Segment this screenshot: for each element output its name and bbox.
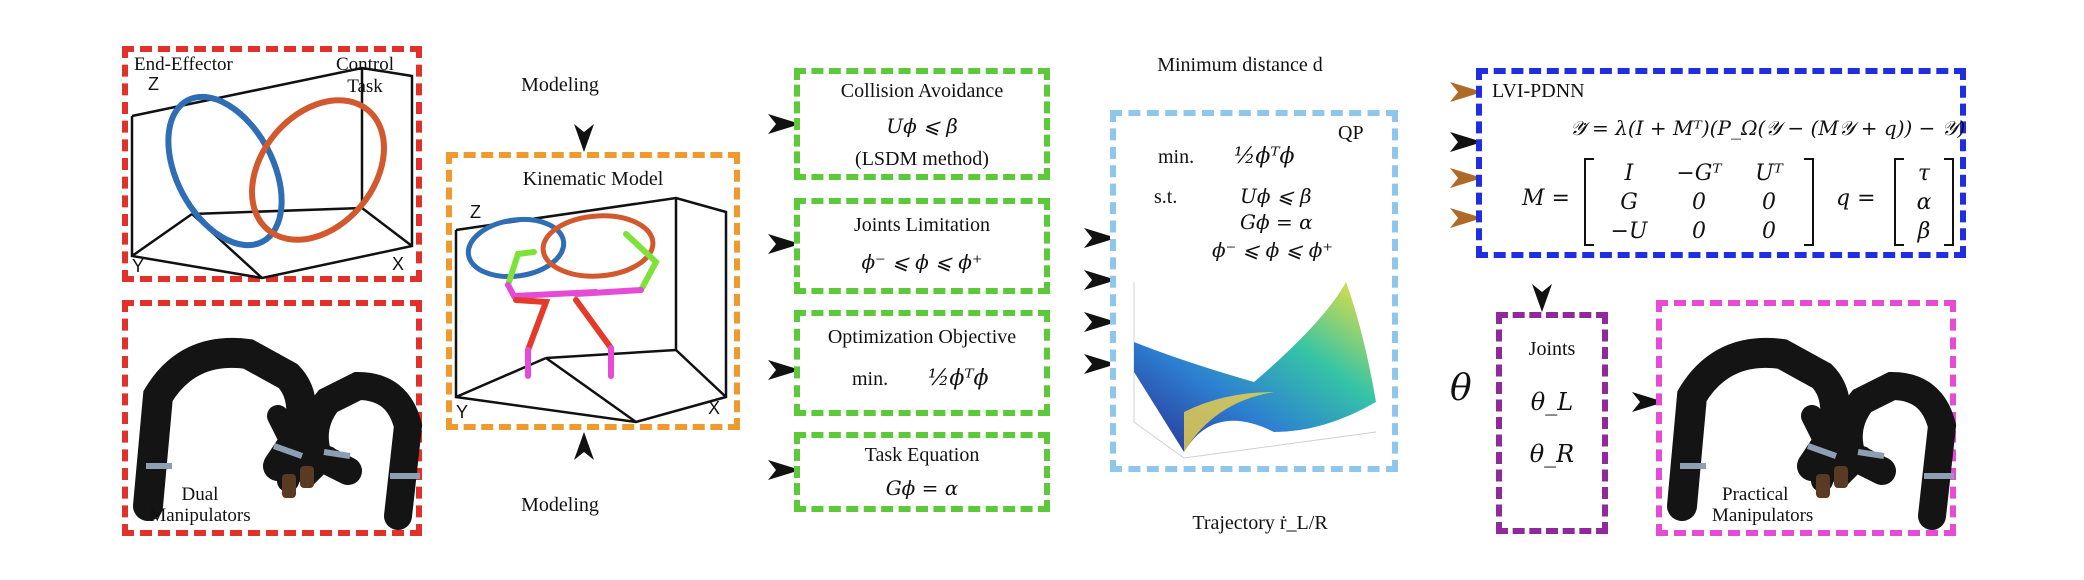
qp-st-label: s.t. [1154, 186, 1178, 208]
practical-label-line1: Practical [1722, 484, 1789, 505]
kinematic-model-title: Kinematic Model [522, 168, 664, 190]
arrow-right-icon [1084, 312, 1110, 332]
qp-surface-plot [1133, 282, 1377, 459]
arrow-right-icon [768, 234, 794, 254]
optimization-objective-equation: ½ϕᵀϕ [928, 366, 989, 391]
right-arm-magenta [573, 287, 644, 297]
matrix-m: I −Gᵀ Uᵀ G 0 0 −U 0 0 [1584, 158, 1814, 246]
control-task-label-line2: Task [347, 76, 383, 97]
arrow-right-icon [1084, 228, 1110, 248]
qp-constraint-2: Gϕ = α [1240, 210, 1313, 234]
matrix-m-cell: 0 [1692, 189, 1706, 215]
left-arm-red [513, 297, 551, 353]
trajectory-label: Trajectory ṙ_L/R [1192, 512, 1328, 534]
minimum-distance-label: Minimum distance d [1157, 54, 1323, 76]
kinematic-model-panel [446, 152, 740, 430]
collision-avoidance-panel [794, 68, 1050, 180]
qp-panel [1110, 110, 1398, 472]
matrix-m-cell: −U [1610, 218, 1648, 244]
end-effector-label: End-Effector [134, 54, 233, 75]
axis-y-label: Y [132, 256, 145, 276]
arrow-down-icon [1532, 284, 1552, 312]
collision-avoidance-title: Collision Avoidance [840, 80, 1004, 102]
qp-constraint-3: ϕ⁻ ⩽ ϕ ⩽ ϕ⁺ [1212, 238, 1333, 262]
arrow-right-icon [1450, 168, 1476, 188]
matrix-m-label: M = [1522, 186, 1570, 211]
left-arm-green [505, 249, 537, 288]
qp-constraint-1: Uϕ ⩽ β [1240, 184, 1312, 208]
end-effector-cube-figure [130, 66, 414, 280]
task-equation-title: Task Equation [864, 444, 980, 466]
kinematic-cube-figure [454, 196, 728, 424]
arrow-right-icon [768, 460, 794, 480]
arrow-right-icon [1632, 392, 1658, 412]
control-task-label-line1: Control [335, 54, 395, 75]
lvi-pdnn-panel [1476, 68, 1966, 258]
collision-avoidance-equation: Uϕ ⩽ β [886, 114, 958, 138]
arrow-right-icon [768, 114, 794, 134]
qp-min-expression: ½ϕᵀϕ [1234, 144, 1295, 169]
theta-symbol: θ [1450, 368, 1472, 409]
dual-label-line2: Manipulators [149, 505, 251, 526]
theta-right: θ_R [1529, 440, 1575, 468]
qp-tag: QP [1338, 122, 1364, 144]
collision-avoidance-method: (LSDM method) [855, 148, 989, 170]
matrix-m-grid: I −Gᵀ Uᵀ G 0 0 −U 0 0 [1594, 161, 1804, 244]
kinematic-axis-z: Z [470, 202, 481, 222]
kinematic-circle-blue [465, 216, 567, 280]
joints-limitation-title: Joints Limitation [853, 214, 991, 236]
arrow-right-icon [1450, 132, 1476, 152]
vector-q-cell: α [1916, 189, 1932, 215]
vector-q-cell: τ [1917, 160, 1931, 186]
practical-label-line2: Manipulators [1712, 505, 1814, 526]
optimization-objective-panel [794, 310, 1050, 416]
right-arm-green [623, 231, 660, 293]
joints-panel [1496, 312, 1608, 534]
trajectory-circle-orange [249, 97, 387, 243]
qp-min-label: min. [1158, 146, 1195, 168]
matrix-m-cell: 0 [1762, 218, 1776, 244]
arrow-right-icon [1450, 82, 1476, 102]
optimization-objective-prefix: min. [852, 368, 889, 390]
task-equation-equation: Gϕ = α [885, 476, 959, 500]
lvi-pdnn-dynamics: 𝒴̇ = λ(I + Mᵀ)(P_Ω(𝒴 − (M𝒴 + q)) − 𝒴) [1570, 116, 1966, 140]
dual-robot-arms-image [133, 338, 423, 530]
kinematic-axis-x: X [708, 398, 721, 418]
lvi-pdnn-title: LVI-PDNN [1492, 80, 1585, 102]
arrow-right-icon [1084, 354, 1110, 374]
arrow-right-icon [1084, 270, 1110, 290]
matrix-m-cell: −Gᵀ [1676, 160, 1722, 186]
kinematic-circle-orange [540, 213, 656, 279]
kinematic-axis-y: Y [456, 402, 469, 422]
matrix-m-cell: 0 [1692, 218, 1706, 244]
axis-x-label: X [392, 254, 405, 274]
arrow-down-icon [574, 124, 594, 152]
axis-z-label: Z [148, 74, 159, 94]
joints-limitation-equation: ϕ⁻ ⩽ ϕ ⩽ ϕ⁺ [861, 250, 983, 274]
joints-limitation-panel [794, 198, 1050, 294]
arrow-right-icon [1450, 208, 1476, 228]
matrix-m-cell: 0 [1762, 189, 1776, 215]
arrow-up-icon [574, 432, 594, 460]
right-arm-red [573, 297, 614, 351]
vector-q-label: q = [1836, 186, 1876, 211]
end-effector-panel [122, 46, 422, 282]
dual-label-line1: Dual [181, 484, 219, 505]
matrix-m-cell: G [1620, 189, 1638, 215]
theta-left: θ_L [1530, 388, 1574, 416]
left-arm-magenta [505, 282, 599, 300]
matrix-m-cell: I [1624, 160, 1634, 186]
arrow-right-icon [768, 360, 794, 380]
matrix-m-cell: Uᵀ [1755, 160, 1783, 186]
task-equation-panel [794, 432, 1050, 512]
modeling-top-label: Modeling [521, 74, 599, 96]
joints-title: Joints [1528, 338, 1576, 360]
practical-robot-arms-image [1667, 338, 1957, 530]
optimization-objective-title: Optimization Objective [827, 326, 1017, 348]
vector-q-cell: β [1917, 218, 1931, 244]
modeling-bottom-label: Modeling [521, 494, 599, 516]
